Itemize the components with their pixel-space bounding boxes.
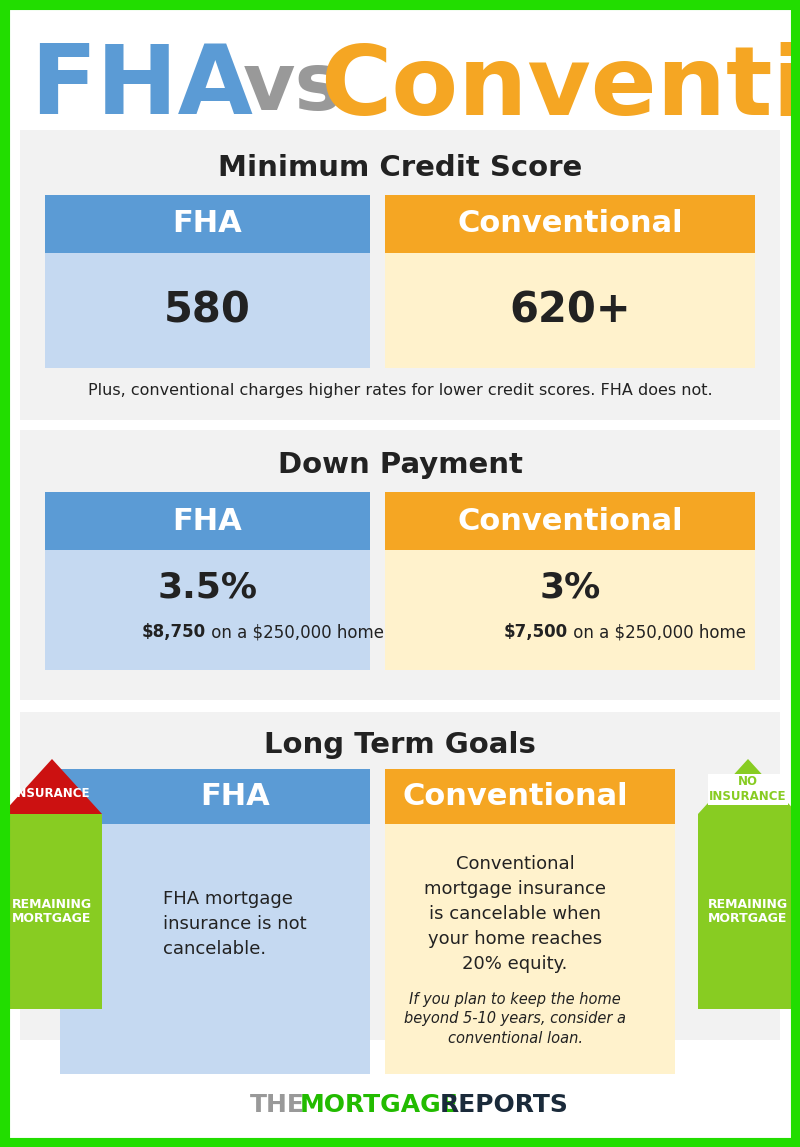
Text: vs: vs [243,49,343,127]
Text: Conventional
mortgage insurance
is cancelable when
your home reaches
20% equity.: Conventional mortgage insurance is cance… [424,855,606,973]
Text: 580: 580 [164,289,251,331]
FancyBboxPatch shape [385,824,675,1074]
Text: 3%: 3% [539,571,601,604]
Text: on a $250,000 home: on a $250,000 home [206,623,383,641]
Text: Long Term Goals: Long Term Goals [264,731,536,759]
Text: THE: THE [250,1093,305,1117]
FancyBboxPatch shape [20,130,780,420]
Polygon shape [2,759,102,814]
FancyBboxPatch shape [385,551,755,670]
Text: Down Payment: Down Payment [278,451,522,479]
Text: FHA: FHA [30,41,253,134]
Text: Minimum Credit Score: Minimum Credit Score [218,154,582,182]
Text: REMAINING
MORTGAGE: REMAINING MORTGAGE [12,897,92,926]
Text: REMAINING
MORTGAGE: REMAINING MORTGAGE [708,897,788,926]
Text: REPORTS: REPORTS [440,1093,569,1117]
FancyBboxPatch shape [2,814,102,1009]
FancyBboxPatch shape [45,492,370,551]
FancyBboxPatch shape [385,768,675,824]
FancyBboxPatch shape [60,768,370,824]
Text: If you plan to keep the home
beyond 5-10 years, consider a
conventional loan.: If you plan to keep the home beyond 5-10… [404,992,626,1046]
FancyBboxPatch shape [385,492,755,551]
FancyBboxPatch shape [385,195,755,253]
Text: MORTGAGE: MORTGAGE [300,1093,458,1117]
Text: FHA: FHA [173,210,242,239]
FancyBboxPatch shape [60,824,370,1074]
Text: FHA: FHA [200,782,270,811]
Text: $7,500: $7,500 [504,623,568,641]
Text: FHA mortgage
insurance is not
cancelable.: FHA mortgage insurance is not cancelable… [163,890,307,958]
Text: INSURANCE: INSURANCE [14,787,90,799]
Text: Plus, conventional charges higher rates for lower credit scores. FHA does not.: Plus, conventional charges higher rates … [88,382,712,398]
Text: NO
INSURANCE: NO INSURANCE [710,775,786,803]
FancyBboxPatch shape [385,253,755,368]
Text: Conventional: Conventional [320,41,800,134]
FancyBboxPatch shape [20,712,780,1040]
Text: 620+: 620+ [509,289,631,331]
Text: $8,750: $8,750 [142,623,206,641]
Polygon shape [698,759,798,814]
Text: FHA: FHA [173,507,242,536]
Text: Conventional: Conventional [457,210,683,239]
FancyBboxPatch shape [45,253,370,368]
FancyBboxPatch shape [45,195,370,253]
Text: on a $250,000 home: on a $250,000 home [568,623,746,641]
Text: Conventional: Conventional [457,507,683,536]
FancyBboxPatch shape [698,814,798,1009]
Text: 3.5%: 3.5% [158,571,258,604]
FancyBboxPatch shape [45,551,370,670]
Text: Conventional: Conventional [402,782,628,811]
FancyBboxPatch shape [20,430,780,700]
